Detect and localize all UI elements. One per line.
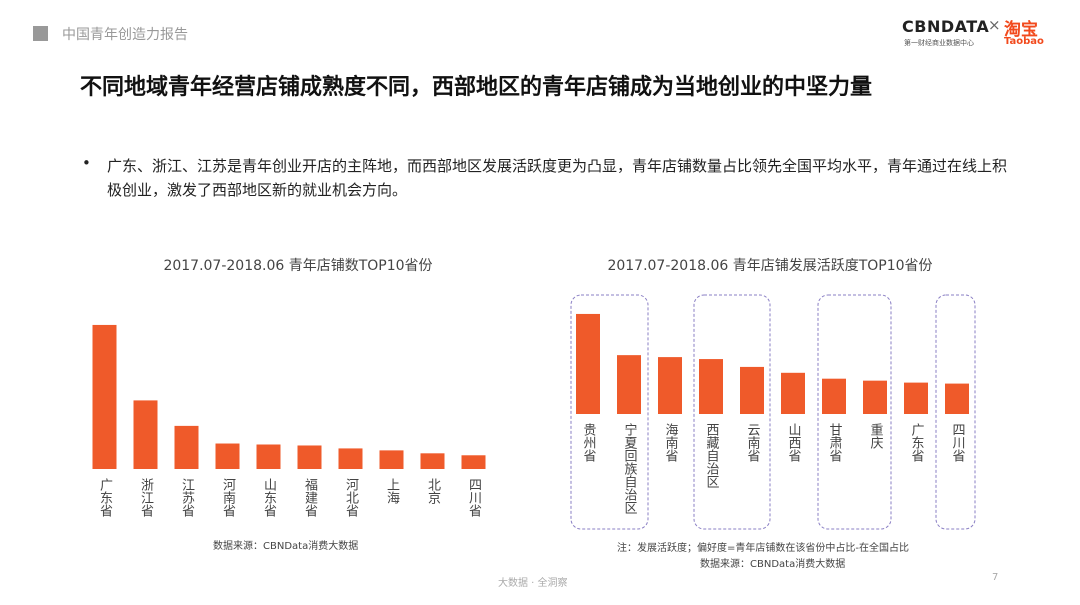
x-tick-label: 福建省 [302,478,318,517]
x-tick-label: 江苏省 [179,478,195,517]
bar [658,357,682,414]
bar [174,425,199,469]
logo-separator: × [988,16,1001,34]
highlight-box [817,294,892,530]
x-tick-label: 北京 [425,478,441,504]
bullet-dot: • [82,154,91,172]
source-note: 数据来源：CBNData消费大数据 [213,539,358,552]
x-tick-label: 宁夏回族自治区 [622,422,638,514]
bar [945,383,969,414]
logo-sub: 第一财经商业数据中心 [904,39,974,47]
x-tick-label: 上海 [384,478,400,504]
bar [740,366,764,414]
x-tick-label: 甘肃省 [827,423,843,462]
highlight-box [570,294,649,530]
x-tick-label: 云南省 [745,423,761,462]
highlight-boxes [570,294,976,530]
chart-title: 2017.07-2018.06 青年店铺发展活跃度TOP10省份 [607,258,932,274]
bar [297,445,322,469]
bar [863,380,887,414]
slide-title: 不同地域青年经营店铺成熟度不同，西部地区的青年店铺成为当地创业的中坚力量 [80,75,873,100]
bar [904,382,928,414]
bar [133,400,158,469]
x-tick-label: 山西省 [786,423,802,462]
bar [420,453,445,469]
x-tick-label: 广东省 [97,478,113,517]
footer: 大数据 · 全洞察 [498,578,568,589]
x-tick-label: 四川省 [466,478,482,517]
x-tick-label: 海南省 [663,423,679,462]
x-tick-label: 四川省 [950,423,966,462]
x-tick-label: 重庆 [868,422,884,449]
x-tick-label: 河南省 [220,478,236,517]
highlight-box [935,294,976,530]
bar [338,448,363,469]
bar [699,359,723,414]
bar [256,444,281,469]
page-number: 7 [992,572,999,583]
logo: CBNDATA [902,17,990,36]
bar [781,372,805,414]
source-note: 数据来源：CBNData消费大数据 [700,557,845,570]
bar [822,378,846,414]
source-note: 注：发展活跃度；偏好度=青年店铺数在该省份中占比-在全国占比 [617,541,909,554]
bar [576,313,600,414]
bar [461,455,486,469]
x-tick-label: 河北省 [343,478,359,517]
header-square [33,26,48,41]
report-name: 中国青年创造力报告 [62,27,188,43]
x-tick-label: 贵州省 [581,423,597,462]
highlight-box [693,294,771,530]
partner-en: Taobao [1004,36,1044,47]
x-tick-label: 广东省 [909,423,925,462]
partner: 淘宝 [1004,20,1038,40]
bar [617,355,641,414]
bullet-text: 广东、浙江、江苏是青年创业开店的主阵地，而西部地区发展活跃度更为凸显，青年店铺数… [107,157,1008,199]
x-tick-label: 山东省 [261,478,277,517]
bar [92,324,117,469]
x-tick-label: 西藏自治区 [704,423,720,488]
bar [379,450,404,469]
x-tick-label: 浙江省 [138,478,154,517]
chart-title: 2017.07-2018.06 青年店铺数TOP10省份 [163,258,432,274]
bar [215,443,240,469]
